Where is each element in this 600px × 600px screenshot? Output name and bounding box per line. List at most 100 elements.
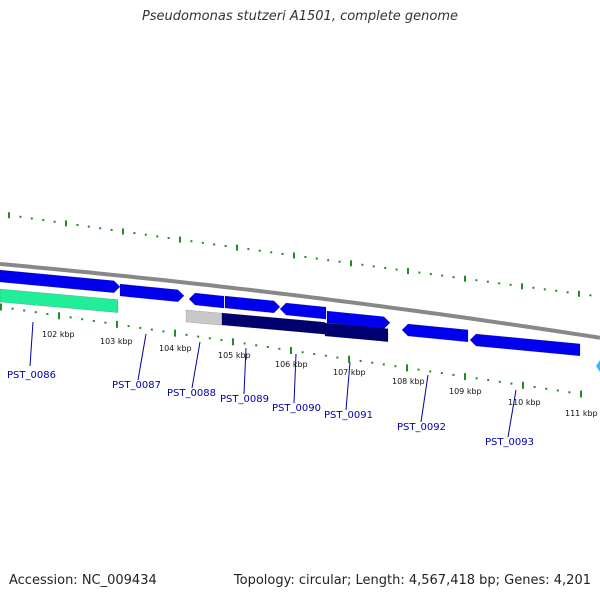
gc-tick (42, 219, 45, 222)
gc-tick (224, 245, 227, 247)
scale-tick (359, 359, 362, 362)
gc-tick (407, 268, 409, 274)
gc-tick (270, 251, 273, 254)
scale-tick (278, 347, 281, 350)
gc-tick (555, 289, 558, 292)
scale-tick (232, 338, 234, 346)
gene-label[interactable]: PST_0092 (397, 422, 446, 433)
gc-tick (338, 260, 341, 263)
gc-tick (566, 291, 569, 294)
kbp-label: 110 kbp (508, 398, 541, 407)
scale-tick (313, 353, 316, 355)
gene-label[interactable]: PST_0088 (167, 388, 216, 399)
scale-tick (150, 328, 153, 331)
gene-arrow (221, 312, 279, 331)
scale-tick (301, 351, 304, 354)
gc-tick (247, 248, 250, 251)
gc-tick (281, 252, 284, 255)
gc-tick (293, 252, 295, 259)
gc-tick (543, 288, 546, 291)
gene-arrow (0, 288, 119, 313)
scale-tick (81, 318, 84, 321)
gene-leader-line (29, 321, 34, 367)
gene-arrow (596, 360, 600, 372)
kbp-label: 102 kbp (42, 330, 75, 339)
scale-tick (452, 373, 455, 376)
gc-tick (53, 220, 56, 223)
gc-tick (452, 276, 455, 279)
scale-tick (580, 390, 582, 398)
gene-arrow (401, 323, 469, 343)
scale-tick (0, 303, 2, 311)
scale-tick (197, 335, 200, 338)
gene-label[interactable]: PST_0090 (272, 403, 321, 414)
gc-tick (350, 260, 352, 267)
gene-label[interactable]: PST_0087 (112, 380, 161, 391)
gene-label[interactable]: PST_0086 (7, 370, 56, 381)
scale-tick (23, 309, 26, 312)
gene-arrow (279, 302, 327, 320)
scale-tick (127, 325, 130, 328)
scale-tick (11, 307, 14, 310)
scale-tick (394, 365, 397, 368)
gc-tick (19, 215, 22, 218)
gc-tick (464, 275, 466, 282)
gc-tick (532, 286, 535, 289)
gc-tick (589, 294, 592, 297)
scale-tick (487, 379, 490, 382)
gene-arrow (324, 322, 389, 342)
gene-arrow (224, 295, 281, 314)
scale-tick (46, 313, 49, 315)
scale-tick (266, 346, 269, 348)
gc-tick (486, 280, 489, 283)
page-title: Pseudomonas stutzeri A1501, complete gen… (141, 9, 459, 24)
gene-label[interactable]: PST_0089 (220, 394, 269, 405)
scale-tick (174, 329, 176, 337)
scale-tick (255, 344, 258, 347)
scale-tick (162, 330, 165, 333)
kbp-label: 111 kbp (565, 409, 598, 418)
scale-tick (243, 342, 246, 345)
kbp-label: 104 kbp (159, 344, 192, 353)
scale-tick (116, 320, 118, 328)
gc-tick (76, 224, 79, 226)
gene-arrow (326, 310, 391, 329)
kbp-label: 109 kbp (449, 387, 482, 396)
gene-label[interactable]: PST_0091 (324, 410, 373, 421)
gc-tick (236, 244, 238, 251)
scale-tick (475, 377, 478, 380)
scale-tick (58, 312, 60, 320)
scale-tick (382, 363, 385, 366)
scale-tick (208, 337, 211, 340)
gene-label[interactable]: PST_0093 (485, 437, 534, 448)
kbp-label: 105 kbp (218, 351, 251, 360)
gc-tick (418, 271, 421, 274)
gc-tick (304, 256, 307, 258)
scale-tick (336, 356, 339, 359)
gc-tick (99, 227, 102, 230)
gc-tick (384, 266, 387, 269)
gc-tick (156, 235, 159, 238)
scale-tick (417, 368, 420, 371)
gc-tick (110, 228, 113, 231)
scale-tick (545, 387, 548, 390)
gc-tick (475, 279, 478, 282)
scale-tick (34, 311, 37, 314)
gc-tick (201, 241, 204, 244)
scale-tick (348, 355, 350, 363)
gene-leader-line (137, 333, 147, 381)
gc-tick (258, 249, 261, 252)
gc-tick (372, 265, 375, 268)
gene-leader-line (420, 374, 429, 423)
scale-tick (220, 339, 223, 342)
scale-tick (510, 382, 513, 385)
gene-arrow (119, 283, 185, 303)
gc-tick (315, 257, 318, 260)
gene-arrow (277, 317, 326, 335)
gene-leader-line (345, 361, 351, 411)
scale-tick (556, 389, 559, 392)
accession-text: Accession: NC_009434 (9, 573, 157, 588)
gc-tick (327, 259, 330, 262)
scale-tick (185, 333, 188, 336)
gene-arrow (0, 269, 121, 294)
